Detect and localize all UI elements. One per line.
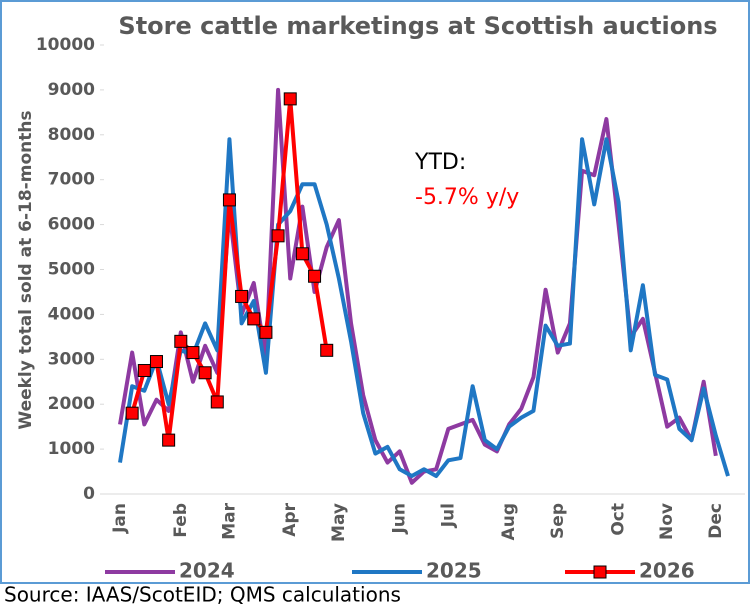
- x-tick-label: Apr: [280, 502, 300, 536]
- x-tick-label: May: [329, 503, 349, 542]
- series-line: [118, 137, 730, 479]
- chart-title: Store cattle marketings at Scottish auct…: [118, 12, 717, 40]
- y-tick-label: 9000: [48, 80, 95, 100]
- x-tick-label: Sep: [548, 503, 568, 539]
- annotation-value: -5.7% y/y: [415, 185, 519, 210]
- legend-label: 2026: [639, 559, 695, 583]
- x-tick-label: Dec: [706, 503, 726, 539]
- point-marker: [222, 193, 236, 207]
- legend-label: 2025: [426, 559, 482, 583]
- chart-frame: [0, 0, 750, 584]
- point-marker: [174, 334, 188, 348]
- point-marker: [186, 346, 200, 360]
- point-marker: [162, 433, 176, 447]
- y-tick-label: 1000: [48, 439, 95, 459]
- source: Source: IAAS/ScotEID; QMS calculations: [4, 583, 401, 607]
- point-marker: [137, 364, 151, 378]
- point-marker: [198, 366, 212, 380]
- annotation: YTD:: [414, 150, 466, 175]
- x-tick-label: Feb: [171, 503, 191, 538]
- y-tick-label: 10000: [36, 35, 95, 55]
- point-marker: [235, 289, 249, 303]
- x-tick-label: Mar: [219, 502, 239, 539]
- point-marker: [247, 312, 261, 326]
- y-tick-label: 7000: [48, 170, 95, 190]
- y-tick-label: 6000: [48, 215, 95, 235]
- x-tick-label: Jun: [390, 503, 410, 535]
- point-marker: [320, 343, 334, 357]
- x-tick-label: Jul: [438, 503, 458, 528]
- y-tick-label: 0: [83, 484, 95, 504]
- point-marker: [125, 406, 139, 420]
- point-marker: [210, 395, 224, 409]
- point-marker: [295, 247, 309, 261]
- y-axis-label: Weekly total sold at 6-18-months: [16, 110, 36, 429]
- point-marker: [308, 269, 322, 283]
- y-tick-label: 3000: [48, 349, 95, 369]
- y-tick-label: 2000: [48, 394, 95, 414]
- point-marker: [149, 355, 163, 369]
- y-tick-label: 4000: [48, 304, 95, 324]
- legend-label: 2024: [179, 559, 235, 583]
- x-tick-label: Nov: [657, 503, 677, 540]
- y-tick-label: 8000: [48, 125, 95, 145]
- y-tick-label: 5000: [48, 260, 95, 280]
- point-marker: [271, 229, 285, 243]
- point-marker: [283, 92, 297, 106]
- x-tick-label: Oct: [609, 503, 629, 536]
- x-tick-label: Jan: [110, 503, 130, 534]
- point-marker: [259, 325, 273, 339]
- x-tick-label: Aug: [499, 503, 519, 540]
- legend-marker: [593, 565, 607, 579]
